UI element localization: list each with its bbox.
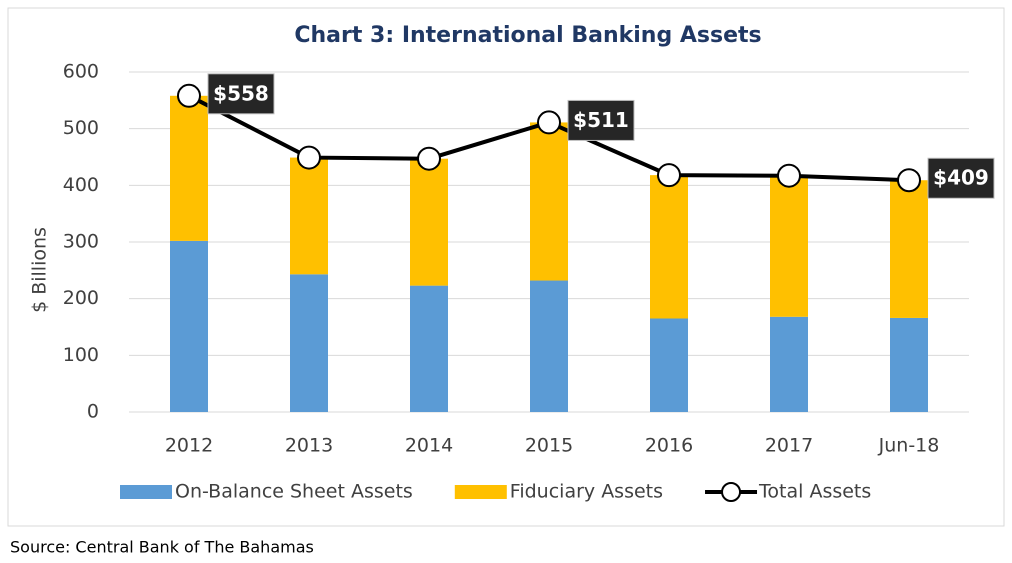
x-tick-label: 2015 xyxy=(525,435,573,457)
line-marker xyxy=(777,163,801,188)
bar xyxy=(530,122,568,281)
x-tick-label: Jun-18 xyxy=(878,435,940,457)
source-note: Source: Central Bank of The Bahamas xyxy=(10,538,314,557)
x-tick-label: 2014 xyxy=(405,435,453,457)
chart-title: Chart 3: International Banking Assets xyxy=(294,23,761,48)
bar xyxy=(290,157,328,275)
y-tick-label: 500 xyxy=(63,117,99,139)
bar xyxy=(650,175,688,319)
y-tick-label: 600 xyxy=(63,61,99,83)
value-label-box xyxy=(567,99,635,141)
y-tick-label: 100 xyxy=(63,344,99,366)
y-tick-label: 0 xyxy=(87,401,99,423)
bar xyxy=(890,180,928,318)
value-label-box xyxy=(927,157,995,199)
bar xyxy=(170,95,208,241)
value-label: $409 xyxy=(933,166,989,190)
legend-label: Total Assets xyxy=(758,481,871,503)
x-tick-label: 2017 xyxy=(765,435,813,457)
x-tick-label: 2012 xyxy=(165,435,213,457)
x-tick-label: 2013 xyxy=(285,435,333,457)
value-label-box xyxy=(207,73,275,115)
bar xyxy=(770,316,808,412)
line-marker xyxy=(177,83,201,108)
y-tick-label: 200 xyxy=(63,287,99,309)
legend-swatch xyxy=(454,485,507,499)
bar xyxy=(290,274,328,412)
y-axis-label: $ Billions xyxy=(29,227,51,313)
line-marker xyxy=(897,168,921,193)
y-tick-label: 400 xyxy=(63,174,99,196)
line-marker xyxy=(657,163,681,188)
value-label: $558 xyxy=(213,81,269,105)
line-marker xyxy=(537,110,561,135)
legend-swatch xyxy=(721,482,742,502)
line-marker xyxy=(417,146,441,171)
legend-label: Fiduciary Assets xyxy=(510,481,663,503)
line-marker xyxy=(297,145,321,170)
bar xyxy=(410,285,448,412)
value-label: $511 xyxy=(573,108,629,132)
bar xyxy=(170,240,208,412)
bar xyxy=(650,318,688,412)
chart-border xyxy=(7,7,1005,527)
legend-swatch xyxy=(120,485,172,499)
y-tick-label: 300 xyxy=(63,231,99,253)
bar xyxy=(410,158,448,286)
x-tick-label: 2016 xyxy=(645,435,693,457)
bar xyxy=(530,280,568,412)
legend-label: On-Balance Sheet Assets xyxy=(175,481,413,503)
bar xyxy=(890,317,928,412)
bar xyxy=(770,175,808,317)
